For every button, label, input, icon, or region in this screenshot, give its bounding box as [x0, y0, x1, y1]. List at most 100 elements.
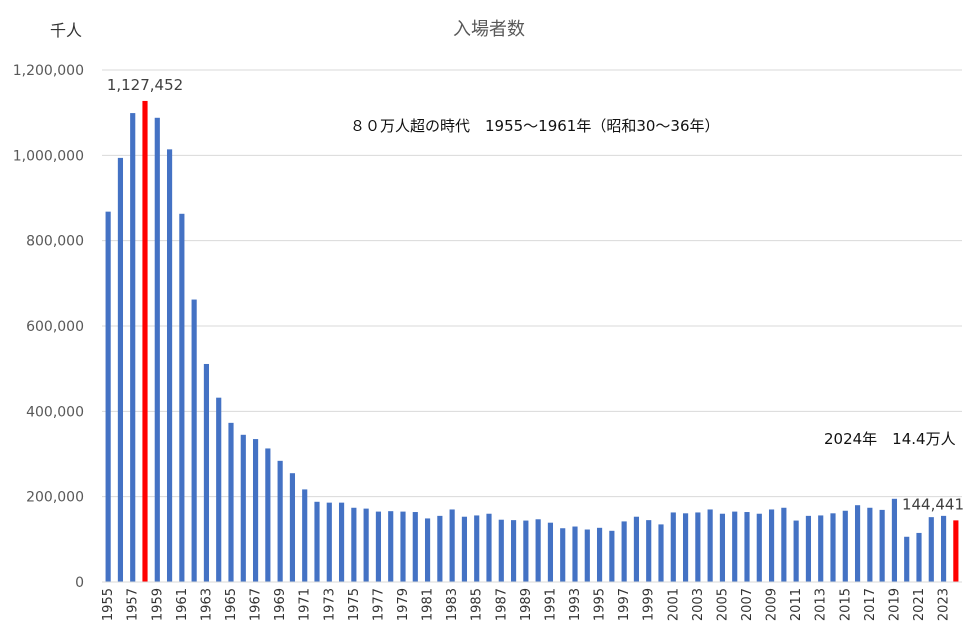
bar-2012 — [805, 515, 812, 582]
y-tick-label: 800,000 — [26, 234, 84, 250]
x-tick-label: 1957 — [126, 588, 141, 621]
x-tick-label: 1969 — [273, 588, 288, 621]
x-tick-label: 1965 — [224, 588, 239, 621]
x-tick-label: 2017 — [863, 588, 878, 621]
x-tick-label: 2001 — [666, 588, 681, 621]
annotation-2024: 2024年 14.4万人 — [824, 430, 956, 448]
x-tick-label: 1959 — [150, 588, 165, 621]
data-labels: 1,127,452 144,441 — [107, 76, 964, 513]
bar-1979 — [400, 511, 406, 582]
x-tick-label: 1961 — [175, 588, 190, 621]
data-label-1958: 1,127,452 — [107, 76, 183, 94]
annotation-800k-era: ８０万人超の時代 1955〜1961年（昭和30〜36年） — [350, 117, 720, 135]
y-tick-label: 600,000 — [26, 319, 84, 335]
bar-1957 — [130, 113, 136, 582]
x-tick-label: 1985 — [470, 588, 485, 621]
x-tick-label: 1971 — [298, 588, 313, 621]
bars — [105, 100, 959, 583]
bar-1964 — [216, 397, 222, 582]
bar-2005 — [719, 513, 726, 582]
bar-2014 — [830, 513, 836, 582]
bar-1966 — [240, 434, 246, 582]
x-tick-label: 2013 — [814, 588, 829, 621]
bar-2006 — [732, 511, 738, 582]
bar-1972 — [314, 501, 320, 582]
bar-2011 — [793, 520, 799, 582]
bar-1989 — [523, 520, 529, 582]
bar-1984 — [461, 516, 468, 582]
bar-2013 — [818, 515, 824, 582]
bar-1995 — [596, 527, 603, 582]
x-tick-label: 1989 — [519, 588, 534, 621]
bar-2003 — [695, 512, 701, 582]
bar-2004 — [707, 509, 713, 582]
bar-1985 — [474, 515, 480, 582]
bar-1958 — [142, 100, 148, 582]
x-tick-label: 2021 — [912, 588, 927, 621]
unit-label: 千人 — [50, 21, 82, 40]
x-tick-label: 1981 — [421, 588, 436, 621]
x-tick-label: 1967 — [249, 588, 264, 621]
x-tick-label: 1955 — [101, 588, 116, 621]
bar-1962 — [191, 299, 197, 582]
bar-1994 — [584, 529, 590, 582]
bar-1968 — [265, 448, 271, 582]
bar-2016 — [854, 505, 861, 582]
gridlines — [102, 69, 962, 498]
bar-2019 — [891, 498, 898, 582]
bar-1978 — [388, 511, 394, 582]
bar-2021 — [916, 532, 922, 582]
x-tick-label: 2011 — [789, 588, 804, 621]
bar-1999 — [646, 520, 652, 582]
x-tick-label: 1977 — [371, 588, 386, 621]
x-tick-label: 1997 — [617, 588, 632, 621]
x-tick-label: 2003 — [691, 588, 706, 621]
bar-1960 — [166, 149, 173, 583]
bar-1991 — [547, 522, 554, 582]
bar-2009 — [768, 509, 775, 582]
y-axis-ticks: 0 200,000 400,000 600,000 800,000 1,000,000 1,… — [13, 63, 84, 591]
bar-1980 — [412, 512, 418, 582]
y-tick-label: 400,000 — [26, 404, 84, 420]
bar-1983 — [449, 509, 455, 582]
bar-1975 — [351, 507, 357, 582]
x-tick-label: 2007 — [740, 588, 755, 621]
bar-1956 — [117, 157, 124, 582]
x-tick-label: 1987 — [494, 588, 509, 621]
bar-1959 — [154, 117, 160, 582]
x-axis-ticks: 1955 1957 1959 1961 1963 1965 1967 1969 1971 1973… — [101, 588, 951, 621]
x-tick-label: 2005 — [715, 588, 730, 621]
bar-2017 — [867, 507, 873, 582]
bar-2022 — [928, 517, 934, 582]
bar-1973 — [326, 502, 332, 582]
bar-1988 — [510, 520, 517, 582]
x-tick-label: 2019 — [887, 588, 902, 621]
bar-1965 — [228, 422, 234, 582]
bar-2010 — [781, 507, 787, 582]
bar-1992 — [560, 528, 566, 582]
bar-2023 — [940, 515, 947, 582]
bar-2001 — [670, 512, 676, 582]
bar-1996 — [609, 530, 615, 582]
bar-1987 — [498, 519, 504, 582]
bar-1990 — [535, 519, 541, 582]
y-tick-label: 1,200,000 — [13, 63, 84, 79]
bar-2020 — [904, 536, 910, 582]
bar-2008 — [756, 513, 762, 582]
bar-1986 — [486, 513, 492, 582]
x-tick-label: 1991 — [543, 588, 558, 621]
x-tick-label: 1975 — [347, 588, 362, 621]
x-tick-label: 1963 — [199, 588, 214, 621]
bar-1998 — [633, 516, 640, 582]
bar-1969 — [277, 460, 283, 582]
bar-1963 — [203, 363, 210, 582]
bar-1981 — [424, 518, 431, 582]
bar-1961 — [179, 213, 185, 583]
bar-1993 — [572, 526, 578, 582]
bar-2002 — [682, 513, 689, 582]
bar-1982 — [437, 515, 443, 582]
x-tick-label: 1993 — [568, 588, 583, 621]
x-tick-label: 2023 — [937, 588, 952, 621]
x-tick-label: 1983 — [445, 588, 460, 621]
bar-1997 — [621, 521, 627, 582]
